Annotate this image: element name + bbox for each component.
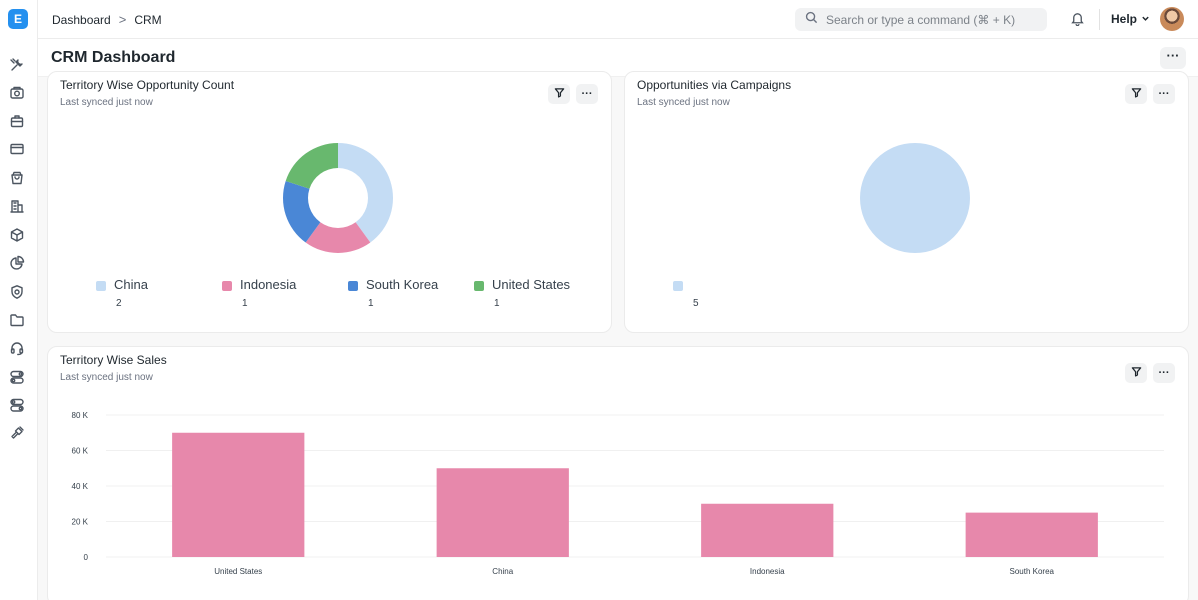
x-tick-label: China [492, 567, 513, 576]
legend-label: United States [492, 277, 571, 292]
y-tick-label: 40 K [72, 482, 89, 491]
briefcase-icon[interactable] [8, 112, 26, 130]
legend-swatch [348, 281, 358, 291]
filter-icon [1131, 366, 1142, 380]
legend-label: China [114, 277, 148, 292]
breadcrumb-crm[interactable]: CRM [134, 12, 162, 27]
pie-chart-icon[interactable] [8, 254, 26, 272]
help-dropdown[interactable]: Help [1111, 12, 1150, 26]
x-tick-label: United States [214, 567, 262, 576]
filter-button[interactable] [1125, 84, 1147, 104]
card-title: Territory Wise Sales [60, 353, 167, 367]
card-title: Opportunities via Campaigns [637, 78, 792, 92]
legend-swatch [673, 281, 683, 291]
topbar: Dashboard > CRM Help [38, 0, 1198, 39]
card-icon[interactable] [8, 140, 26, 158]
pie-chart [860, 143, 970, 253]
legend-swatch [474, 281, 484, 291]
y-tick-label: 60 K [72, 447, 89, 456]
dashboard-content: Territory Wise Opportunity Count Last sy… [38, 71, 1198, 600]
bell-icon[interactable] [1070, 11, 1086, 27]
bar-south-korea[interactable] [965, 512, 1098, 557]
card-title: Territory Wise Opportunity Count [60, 78, 235, 92]
bar-united-states[interactable] [172, 432, 305, 557]
pie-slice-china[interactable] [338, 143, 393, 243]
card-subtitle: Last synced just now [60, 97, 153, 108]
shield-icon[interactable] [8, 283, 26, 301]
y-tick-label: 80 K [72, 411, 89, 420]
y-tick-label: 20 K [72, 518, 89, 527]
divider [1099, 9, 1100, 30]
bar-indonesia[interactable] [701, 503, 834, 557]
x-tick-label: South Korea [1010, 567, 1055, 576]
territory-sales-card: Territory Wise Sales Last synced just no… [47, 346, 1189, 600]
search-bar[interactable] [795, 8, 1047, 31]
app-logo[interactable]: E [8, 9, 28, 29]
legend-value: 1 [494, 298, 500, 309]
pie-slice-united-states[interactable] [285, 143, 338, 189]
legend-label: Indonesia [240, 277, 297, 292]
plug-icon[interactable] [8, 424, 26, 442]
bar-chart: 0 20 K 40 K 60 K 80 K United States China Indon… [72, 411, 1164, 576]
x-tick-label: Indonesia [750, 567, 785, 576]
card-menu-button[interactable]: ··· [1153, 84, 1175, 104]
page-header: CRM Dashboard ··· [38, 39, 1198, 77]
legend-swatch [222, 281, 232, 291]
card-menu-button[interactable]: ··· [576, 84, 598, 104]
building-icon[interactable] [8, 197, 26, 215]
campaigns-card: Opportunities via Campaigns Last synced … [624, 71, 1189, 333]
filter-button[interactable] [1125, 363, 1147, 383]
filter-icon [1131, 87, 1142, 101]
page-title: CRM Dashboard [51, 49, 176, 66]
legend-value: 5 [693, 298, 699, 309]
pie-slice-south-korea[interactable] [283, 181, 321, 243]
legend-value: 1 [368, 298, 374, 309]
breadcrumb: Dashboard > CRM [52, 12, 162, 27]
legend-label: South Korea [366, 277, 439, 292]
page-menu-button[interactable]: ··· [1160, 47, 1186, 69]
card-subtitle: Last synced just now [60, 372, 153, 383]
folder-icon[interactable] [8, 311, 26, 329]
territory-count-card: Territory Wise Opportunity Count Last sy… [47, 71, 612, 333]
toggle-alt-icon[interactable] [8, 396, 26, 414]
help-label: Help [1111, 12, 1138, 26]
legend-swatch [96, 281, 106, 291]
legend-value: 1 [242, 298, 248, 309]
card-menu-button[interactable]: ··· [1153, 363, 1175, 383]
package-icon[interactable] [8, 226, 26, 244]
headset-icon[interactable] [8, 339, 26, 357]
donut-chart [283, 143, 393, 253]
tools-icon[interactable] [8, 56, 26, 74]
breadcrumb-dashboard[interactable]: Dashboard [52, 12, 111, 27]
pie-slice-item[interactable] [860, 143, 970, 253]
bar-china[interactable] [436, 468, 569, 557]
chevron-down-icon [1141, 12, 1150, 26]
y-tick-label: 0 [84, 553, 89, 562]
legend-value: 2 [116, 298, 122, 309]
breadcrumb-separator: > [118, 12, 127, 27]
bag-icon[interactable] [8, 169, 26, 187]
search-input[interactable] [826, 12, 1036, 27]
pie-slice-indonesia[interactable] [305, 222, 371, 253]
filter-button[interactable] [548, 84, 570, 104]
card-subtitle: Last synced just now [637, 97, 730, 108]
search-icon [805, 11, 818, 29]
avatar[interactable] [1160, 7, 1184, 31]
camera-icon[interactable] [8, 84, 26, 102]
filter-icon [554, 87, 565, 101]
sidebar: E [0, 0, 38, 600]
toggle-icon[interactable] [8, 368, 26, 386]
